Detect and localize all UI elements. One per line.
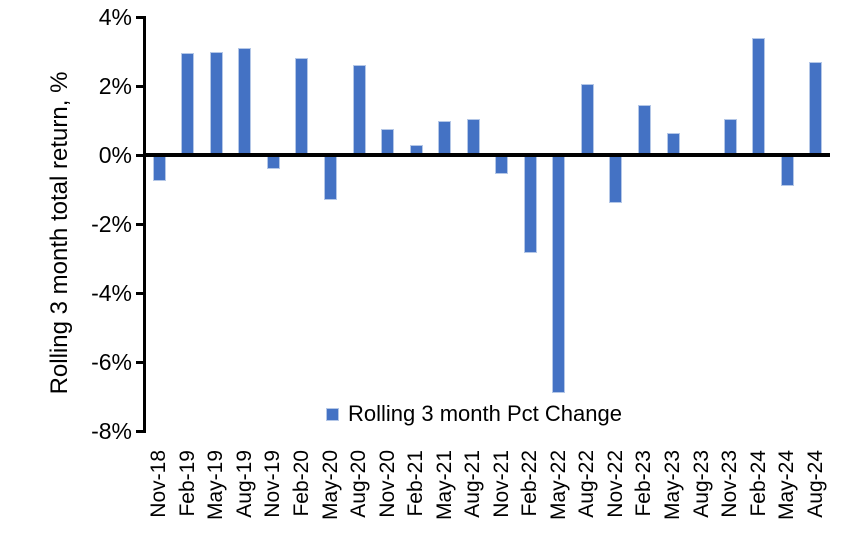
y-tick-label: -4% [91,280,132,306]
x-tick-label: Nov-20 [375,450,399,518]
y-tick-mark [135,84,146,88]
x-tick-label: Nov-21 [489,450,513,518]
y-tick-label: -6% [91,349,132,375]
y-tick-mark [135,429,146,433]
bar [438,120,452,155]
bar [609,155,623,204]
y-tick-mark [135,153,146,157]
bar [152,155,166,181]
x-tick-label: Nov-23 [718,450,742,518]
bar [495,155,509,174]
x-tick-label: Aug-22 [575,450,599,518]
bar [466,118,480,155]
bar [752,37,766,155]
bar [580,84,594,155]
x-tick-label: Feb-21 [404,450,428,517]
x-tick-label: Feb-23 [632,450,656,517]
bar [266,155,280,169]
y-tick-mark [135,360,146,364]
y-tick-label: 2% [98,73,132,99]
legend-marker-square-icon [326,407,339,421]
bar [181,53,195,155]
x-tick-label: May-23 [661,450,685,521]
y-tick-label: 4% [98,4,132,30]
bar [523,155,537,254]
x-tick-label: Nov-18 [147,450,171,518]
bar [238,48,252,155]
x-tick-label: Feb-20 [289,450,313,517]
y-tick-mark [135,15,146,19]
x-tick-label: Nov-19 [261,450,285,518]
bar [295,58,309,155]
x-tick-label: Feb-19 [175,450,199,517]
y-tick-label: -8% [91,418,132,444]
bar [552,155,566,394]
y-tick-label: -2% [91,211,132,237]
bar [324,155,338,200]
bar [723,118,737,155]
bar [780,155,794,187]
bar [381,129,395,155]
x-tick-label: Feb-24 [746,450,770,517]
bar [666,132,680,155]
legend-label: Rolling 3 month Pct Change [348,401,622,426]
x-tick-label: Aug-20 [347,450,371,518]
x-tick-label: May-20 [318,450,342,521]
x-tick-label: Feb-22 [518,450,542,517]
x-tick-label: Aug-21 [461,450,485,518]
x-tick-label: May-24 [775,450,799,521]
x-tick-label: May-19 [204,450,228,521]
bar [209,51,223,155]
x-tick-label: May-22 [546,450,570,521]
y-tick-mark [135,222,146,226]
bar [352,65,366,155]
x-tick-label: Aug-24 [803,450,827,518]
bar [637,104,651,155]
legend: Rolling 3 month Pct Change [326,401,622,427]
x-tick-label: Nov-22 [603,450,627,518]
y-tick-mark [135,291,146,295]
x-tick-label: May-21 [432,450,456,521]
zero-line [142,153,830,157]
y-tick-label: 0% [98,142,132,168]
x-tick-label: Aug-19 [232,450,256,518]
x-tick-label: Aug-23 [689,450,713,518]
bar [809,61,823,155]
